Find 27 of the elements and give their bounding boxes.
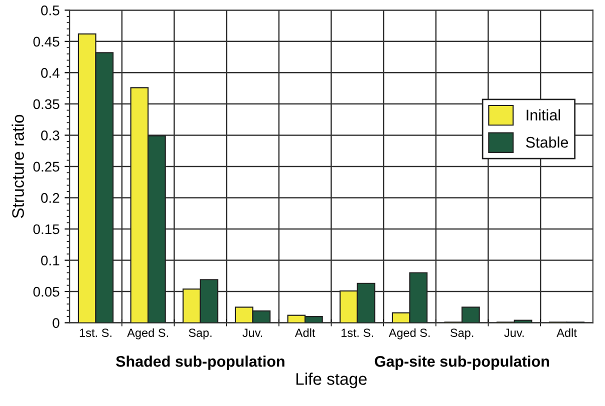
x-tick-label: 1st. S. [342, 328, 374, 337]
y-tick-label: 0.1 [41, 256, 60, 266]
x-tick-label: Juv. [242, 328, 262, 337]
y-tick-label: 0.3 [41, 130, 60, 140]
text: Shaded sub-population [116, 356, 284, 370]
legend-label: Stable [526, 136, 568, 148]
y-tick-label: 0.25 [33, 162, 60, 172]
x-tick-label: Aged S. [388, 328, 430, 340]
y-tick-label: 0.45 [33, 36, 60, 47]
x-tick-label: 1st. S. [80, 328, 112, 337]
y-tick-label: 0.05 [33, 286, 60, 297]
y-tick-label: 0.5 [41, 5, 60, 16]
x-tick-label: Sap. [450, 328, 474, 340]
y-tick-label: 0 [52, 318, 60, 328]
x-tick-label: Juv. [504, 328, 524, 337]
y-tick-label: 0.4 [41, 68, 60, 78]
x-tick-label: Adlt [556, 328, 577, 337]
x-tick-label: Aged S. [127, 328, 168, 340]
x-tick-label: Sap. [188, 328, 212, 340]
y-tick-label: 0.15 [33, 224, 60, 234]
x-tick-label: Adlt [294, 328, 316, 337]
y-axis-title: Structure ratio [12, 114, 24, 218]
x-axis-title: Life stage [296, 372, 367, 388]
y-tick-label: 0.2 [41, 193, 60, 203]
legend-label: Initial [526, 109, 560, 120]
text: Gap-site sub-population [374, 356, 549, 370]
y-tick-label: 0.35 [33, 99, 60, 110]
